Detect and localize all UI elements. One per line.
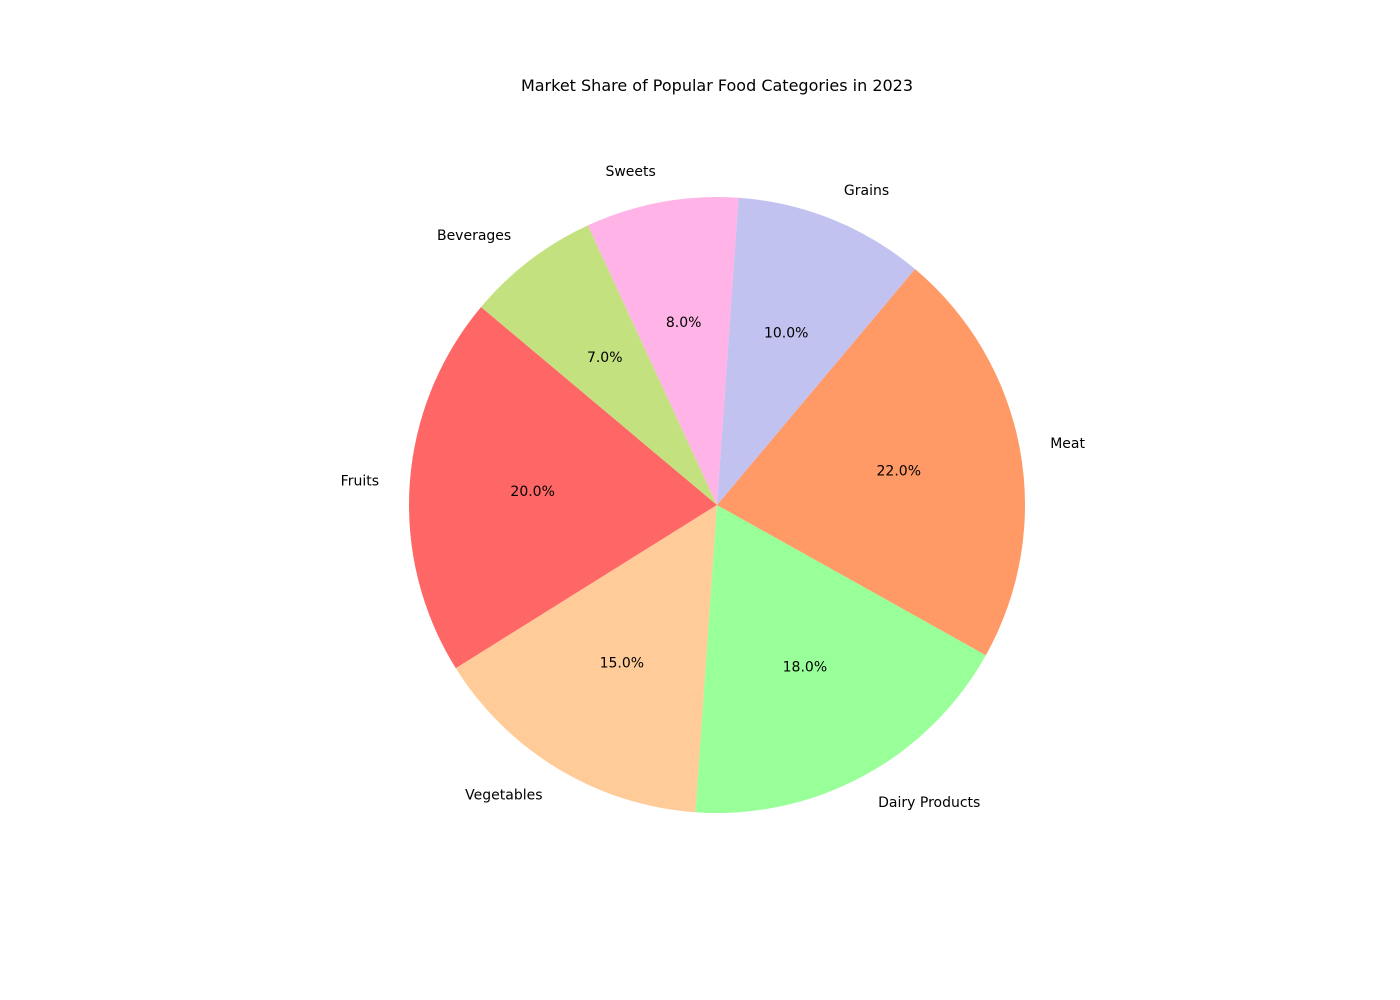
pct-label-sweets: 8.0% (666, 315, 702, 331)
pct-label-meat: 22.0% (877, 464, 921, 480)
pie-slice-meat (717, 269, 1025, 656)
pie-slice-grains (717, 197, 915, 505)
slice-label-beverages: Beverages (437, 228, 511, 244)
pct-label-fruits: 20.0% (510, 484, 554, 500)
pie-labels: Fruits 20.0% Vegetables 15.0% Dairy Products… (341, 164, 1086, 811)
slice-label-fruits: Fruits (341, 473, 379, 489)
slice-label-meat: Meat (1050, 436, 1085, 452)
slice-label-sweets: Sweets (605, 164, 655, 180)
pie-slice-fruits (408, 307, 717, 669)
pct-label-beverages: 7.0% (587, 350, 623, 366)
chart-title: Market Share of Popular Food Categories … (520, 76, 914, 95)
pie-slice-dairy-products (695, 505, 986, 814)
slice-label-vegetables: Vegetables (465, 787, 542, 803)
pct-label-vegetables: 15.0% (600, 655, 644, 671)
pie-slice-beverages (481, 225, 717, 505)
pct-label-dairy-products: 18.0% (783, 660, 827, 676)
slice-label-grains: Grains (844, 183, 889, 199)
pie-slices (408, 197, 1025, 814)
pct-label-grains: 10.0% (764, 326, 808, 342)
pie-slice-sweets (587, 197, 739, 505)
slice-label-dairy-products: Dairy Products (878, 795, 980, 811)
pie-slice-vegetables (455, 505, 717, 813)
